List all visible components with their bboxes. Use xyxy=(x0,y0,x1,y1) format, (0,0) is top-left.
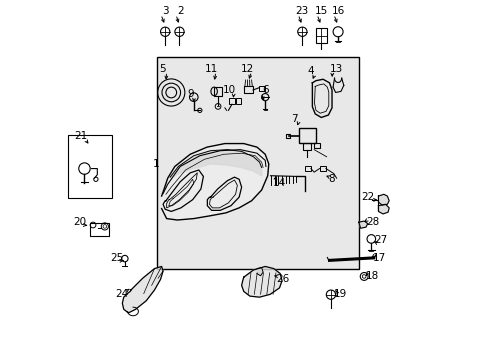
Bar xyxy=(67,135,112,198)
Bar xyxy=(90,223,108,237)
Bar xyxy=(319,166,325,171)
Bar xyxy=(214,87,222,96)
Text: 5: 5 xyxy=(159,64,165,73)
Text: 21: 21 xyxy=(74,131,87,141)
Bar xyxy=(258,86,264,91)
Polygon shape xyxy=(122,266,163,313)
Text: 17: 17 xyxy=(372,253,386,263)
Polygon shape xyxy=(378,194,388,205)
Text: 1: 1 xyxy=(152,159,159,169)
Bar xyxy=(304,166,310,171)
Text: 3: 3 xyxy=(162,6,168,17)
Polygon shape xyxy=(378,204,388,214)
Text: 2: 2 xyxy=(177,6,183,17)
Text: 8: 8 xyxy=(328,174,335,184)
Polygon shape xyxy=(162,144,268,220)
Text: 26: 26 xyxy=(276,274,289,284)
Bar xyxy=(313,143,319,148)
Text: 7: 7 xyxy=(290,113,297,123)
Text: 25: 25 xyxy=(110,253,123,263)
Text: 9: 9 xyxy=(186,89,193,99)
Text: 12: 12 xyxy=(240,64,253,73)
Bar xyxy=(303,143,311,150)
Polygon shape xyxy=(358,221,367,228)
Polygon shape xyxy=(257,267,263,276)
Text: 22: 22 xyxy=(360,192,374,202)
Text: 19: 19 xyxy=(333,289,346,298)
Text: 14: 14 xyxy=(272,178,285,188)
Text: 23: 23 xyxy=(295,6,308,17)
Text: 6: 6 xyxy=(262,85,268,95)
Text: 27: 27 xyxy=(374,235,387,245)
Bar xyxy=(285,134,289,138)
Polygon shape xyxy=(241,266,282,297)
Bar xyxy=(315,28,326,43)
Text: 15: 15 xyxy=(314,6,327,17)
Bar xyxy=(235,98,241,104)
Text: 28: 28 xyxy=(365,217,378,227)
Polygon shape xyxy=(170,150,261,179)
Text: 20: 20 xyxy=(73,217,86,227)
Bar xyxy=(229,98,234,104)
Text: 16: 16 xyxy=(331,6,344,17)
Bar xyxy=(157,57,358,269)
Text: 24: 24 xyxy=(116,289,129,298)
Text: 10: 10 xyxy=(223,85,236,95)
Text: 13: 13 xyxy=(329,64,343,73)
Text: 18: 18 xyxy=(365,271,378,281)
Bar xyxy=(298,128,315,143)
Text: 4: 4 xyxy=(306,66,313,76)
Text: 11: 11 xyxy=(204,64,218,73)
Bar xyxy=(244,86,253,93)
